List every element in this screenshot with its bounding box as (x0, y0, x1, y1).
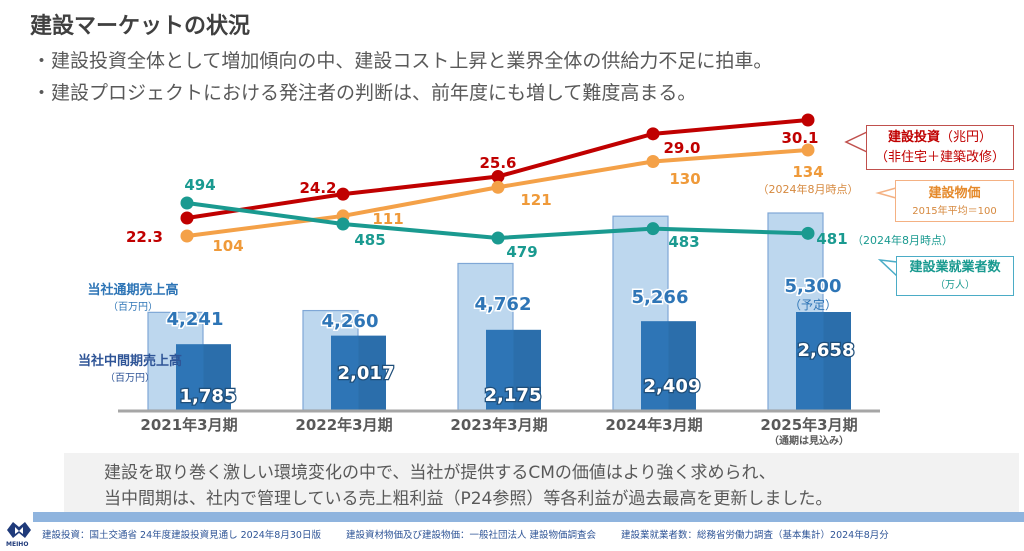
investment-point (646, 127, 660, 141)
summary-line-1: 建設を取り巻く激しい環境変化の中で、当社が提供するCMの価値はより強く求められ、 (104, 463, 776, 483)
workers-value-label: 483 (668, 233, 699, 251)
workers-value-label: 479 (506, 243, 537, 261)
page-title: 建設マーケットの状況 (30, 14, 251, 39)
price-callout-sub: 2015年平均＝100 (912, 206, 997, 217)
full-year-sales-title: 当社通期売上高 (87, 283, 179, 298)
half-year-value-label: 2,017 (338, 363, 395, 384)
source-workers: 建設業就業者数：総務省労働力調査（基本集計）2024年8月分 (621, 530, 889, 541)
investment-callout: 建設投資（兆円） （非住宅＋建築改修） (866, 125, 1014, 170)
source-price: 建設資材物価及び建設物価：一般社団法人 建設物価調査会 (345, 530, 597, 541)
investment-value-label: 25.6 (479, 154, 516, 172)
half-year-bar (331, 335, 386, 410)
workers-callout: 建設業就業者数 （万人） (896, 256, 1014, 296)
half-year-bar (176, 344, 231, 410)
half-year-bar (486, 329, 541, 410)
workers-value-label: 485 (354, 231, 385, 249)
workers-point (180, 196, 194, 210)
investment-value-label: 30.1 (781, 129, 818, 147)
summary-line-2: 当中間期は、社内で管理している売上粗利益（P24参照）等各利益が過去最高を更新し… (104, 489, 833, 509)
half-year-bar (796, 312, 851, 410)
price-point (801, 143, 815, 157)
price-point (180, 229, 194, 243)
half-year-sales-title: 当社中間期売上高 (77, 354, 182, 369)
full-year-value-label: 4,260 (322, 311, 379, 332)
investment-point (801, 113, 815, 127)
footer-band (33, 512, 1024, 522)
workers-callout-title: 建設業就業者数 (909, 260, 1001, 275)
workers-callout-pointer (877, 258, 898, 277)
price-last-note: （2024年8月時点） (758, 182, 859, 196)
price-point (491, 180, 505, 194)
bullet-2: ・建設プロジェクトにおける発注者の判断は、前年度にも増して難度高まる。 (32, 82, 697, 104)
price-callout: 建設物価 2015年平均＝100 (895, 180, 1014, 222)
investment-callout-sub: （非住宅＋建築改修） (874, 150, 1005, 165)
investment-point (336, 187, 350, 201)
full-year-bar (612, 215, 669, 411)
investment-callout-unit: （兆円） (940, 130, 993, 145)
price-value-label: 121 (520, 191, 551, 209)
workers-point (646, 222, 660, 236)
half-year-value-label: 2,175 (485, 385, 542, 406)
workers-point (801, 226, 815, 240)
sources-footnote: 建設投資：国土交通省 24年度建設投資見通し 2024年8月30日版 建設資材物… (42, 527, 911, 541)
x-tick-label: 2024年3月期 (605, 416, 702, 434)
x-tick-label: 2022年3月期 (295, 416, 392, 434)
investment-value-label: 24.2 (299, 179, 336, 197)
workers-point (491, 231, 505, 245)
summary-message: 建設を取り巻く激しい環境変化の中で、当社が提供するCMの価値はより強く求められ、… (64, 453, 1019, 513)
workers-last-note: （2024年8月時点） (852, 233, 953, 247)
workers-point (336, 217, 350, 231)
price-value-label: 130 (669, 170, 700, 188)
half-year-value-label: 2,658 (798, 340, 855, 361)
logo-text: MEIHO (6, 541, 29, 548)
investment-value-label: 29.0 (663, 139, 700, 157)
price-value-label: 134 (792, 163, 823, 181)
half-year-bar-shade (513, 329, 541, 410)
price-callout-title: 建設物価 (928, 186, 981, 201)
full-year-value-label: 5,300 (785, 276, 842, 297)
workers-value-label: 494 (184, 176, 215, 194)
half-year-bar (641, 321, 696, 410)
investment-point (491, 170, 505, 184)
investment-callout-pointer (844, 131, 868, 153)
half-year-bar-shade (668, 321, 696, 410)
x-tick-label: 2025年3月期 (760, 416, 857, 434)
half-year-value-label: 2,409 (644, 376, 701, 397)
full-year-value-label: 5,266 (632, 287, 689, 308)
half-year-sales-label: 当社中間期売上高 （百万円） (60, 350, 200, 384)
price-callout-pointer (875, 187, 897, 199)
x-tick-label: 2023年3月期 (450, 416, 547, 434)
source-investment: 建設投資：国土交通省 24年度建設投資見通し 2024年8月30日版 (42, 530, 321, 541)
x-tick-note: （通期は見込み） (769, 434, 849, 447)
full-year-value-label: 4,762 (475, 294, 532, 315)
company-logo: MEIHO (4, 519, 34, 549)
investment-point (180, 211, 194, 225)
full-year-value-label: 4,241 (167, 309, 224, 330)
x-tick-label: 2021年3月期 (140, 416, 237, 434)
full-year-sales-unit: （百万円） (108, 302, 158, 313)
price-point (646, 154, 660, 168)
full-year-value-note: （予定） (789, 297, 837, 312)
half-year-bar-shade (358, 335, 386, 410)
bullet-1: ・建設投資全体として増加傾向の中、建設コスト上昇と業界全体の供給力不足に拍車。 (32, 50, 773, 72)
price-value-label: 104 (212, 237, 243, 255)
price-value-label: 111 (372, 210, 403, 228)
investment-callout-title: 建設投資 (887, 130, 940, 145)
half-year-sales-unit: （百万円） (105, 373, 155, 384)
workers-value-label: 481 (816, 230, 847, 248)
logo-mark-icon (7, 522, 31, 538)
half-year-bar-shade (203, 344, 231, 410)
investment-value-label: 22.3 (126, 228, 163, 246)
full-year-sales-label: 当社通期売上高 （百万円） (68, 279, 198, 313)
half-year-bar-shade (823, 312, 851, 410)
workers-callout-sub: （万人） (935, 280, 975, 291)
half-year-value-label: 1,785 (180, 386, 237, 407)
